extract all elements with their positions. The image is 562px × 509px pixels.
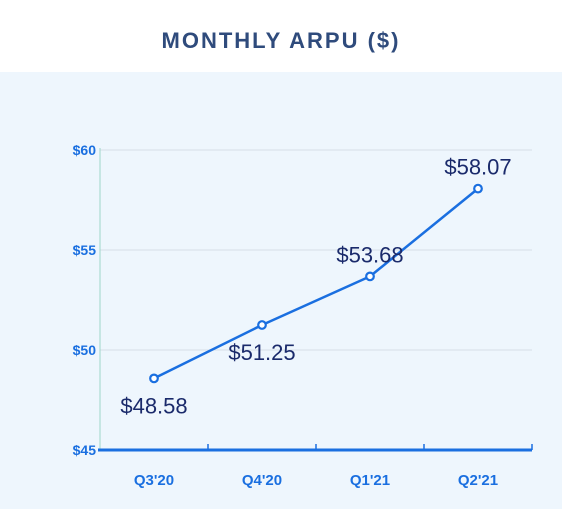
series-line (153, 187, 479, 380)
data-label: $58.07 (444, 155, 511, 180)
y-tick-label: $45 (73, 442, 97, 458)
data-label: $53.68 (336, 242, 403, 267)
data-point (473, 183, 483, 194)
x-tick-label: Q2'21 (458, 472, 498, 489)
data-point (257, 320, 267, 330)
x-tick-label: Q3'20 (134, 472, 174, 489)
x-tick-label: Q1'21 (350, 472, 390, 489)
x-tick-label: Q4'20 (242, 472, 282, 489)
y-tick-label: $55 (73, 242, 97, 258)
data-label: $48.58 (120, 393, 187, 418)
chart-panel (0, 72, 562, 509)
y-tick-label: $60 (73, 142, 97, 158)
chart-title: MONTHLY ARPU ($) (161, 28, 401, 53)
data-point (365, 271, 375, 282)
y-tick-label: $50 (73, 342, 97, 358)
data-point (149, 373, 159, 384)
data-label: $51.25 (228, 340, 295, 365)
